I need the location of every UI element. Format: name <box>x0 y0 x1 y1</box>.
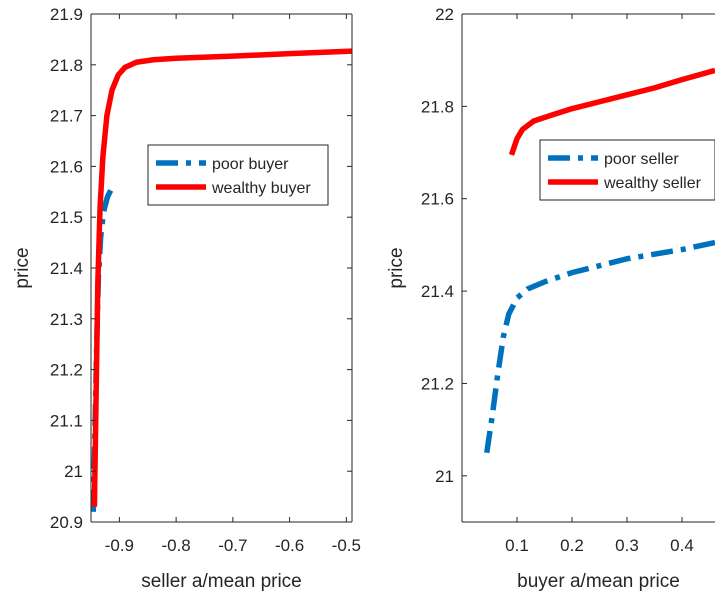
left-y-tick-label: 21.4 <box>50 259 83 278</box>
left-y-tick-label: 21.9 <box>50 5 83 24</box>
left-x-tick-label: -0.8 <box>161 536 190 555</box>
right-y-tick-label: 21.4 <box>421 282 454 301</box>
right-x-tick-label: 0.4 <box>670 536 694 555</box>
left-chart-panel: -0.9 -0.8 -0.7 -0.6 -0.5 20.9 21 21.1 21.2 21.3 21… <box>12 5 361 592</box>
left-y-tick-label: 21.3 <box>50 310 83 329</box>
right-legend: poor seller wealthy seller <box>540 140 715 200</box>
left-y-tick-label: 21 <box>64 462 83 481</box>
left-legend-label-wealthy-buyer: wealthy buyer <box>211 180 311 197</box>
right-y-tick-label: 22 <box>435 5 454 24</box>
left-y-tick-label: 21.7 <box>50 107 83 126</box>
right-y-tick-label: 21.2 <box>421 374 454 393</box>
left-x-tick-label: -0.7 <box>218 536 247 555</box>
left-axes <box>91 14 352 522</box>
right-y-tick-label: 21.8 <box>421 97 454 116</box>
right-x-tick-label: 0.1 <box>505 536 529 555</box>
left-x-tick-label: -0.5 <box>332 536 361 555</box>
left-x-axis-label: seller a/mean price <box>141 571 302 592</box>
right-legend-label-wealthy-seller: wealthy seller <box>603 175 702 192</box>
left-x-tick-label: -0.6 <box>275 536 304 555</box>
left-y-tick-label: 21.5 <box>50 208 83 227</box>
right-y-tick-label: 21.6 <box>421 190 454 209</box>
left-y-tick-label: 21.1 <box>50 411 83 430</box>
left-x-tick-label: -0.9 <box>105 536 134 555</box>
right-legend-label-poor-seller: poor seller <box>604 151 679 168</box>
left-y-tick-label: 21.2 <box>50 361 83 380</box>
right-chart-panel: 0.1 0.2 0.3 0.4 21 21.2 21.4 21.6 21.8 22 buyer a/… <box>386 5 715 592</box>
right-x-tick-label: 0.2 <box>560 536 584 555</box>
left-y-tick-label: 20.9 <box>50 513 83 532</box>
right-series-poor-seller-line <box>487 243 715 453</box>
left-y-tick-label: 21.8 <box>50 56 83 75</box>
right-x-axis-label: buyer a/mean price <box>517 571 680 592</box>
left-y-axis-label: price <box>12 247 33 288</box>
left-y-tick-label: 21.6 <box>50 157 83 176</box>
right-y-axis-label: price <box>386 247 407 288</box>
right-y-tick-label: 21 <box>435 467 454 486</box>
left-legend-label-poor-buyer: poor buyer <box>212 156 289 173</box>
left-series-wealthy-buyer-line <box>94 51 352 507</box>
right-x-tick-label: 0.3 <box>615 536 639 555</box>
left-legend: poor buyer wealthy buyer <box>148 145 328 205</box>
